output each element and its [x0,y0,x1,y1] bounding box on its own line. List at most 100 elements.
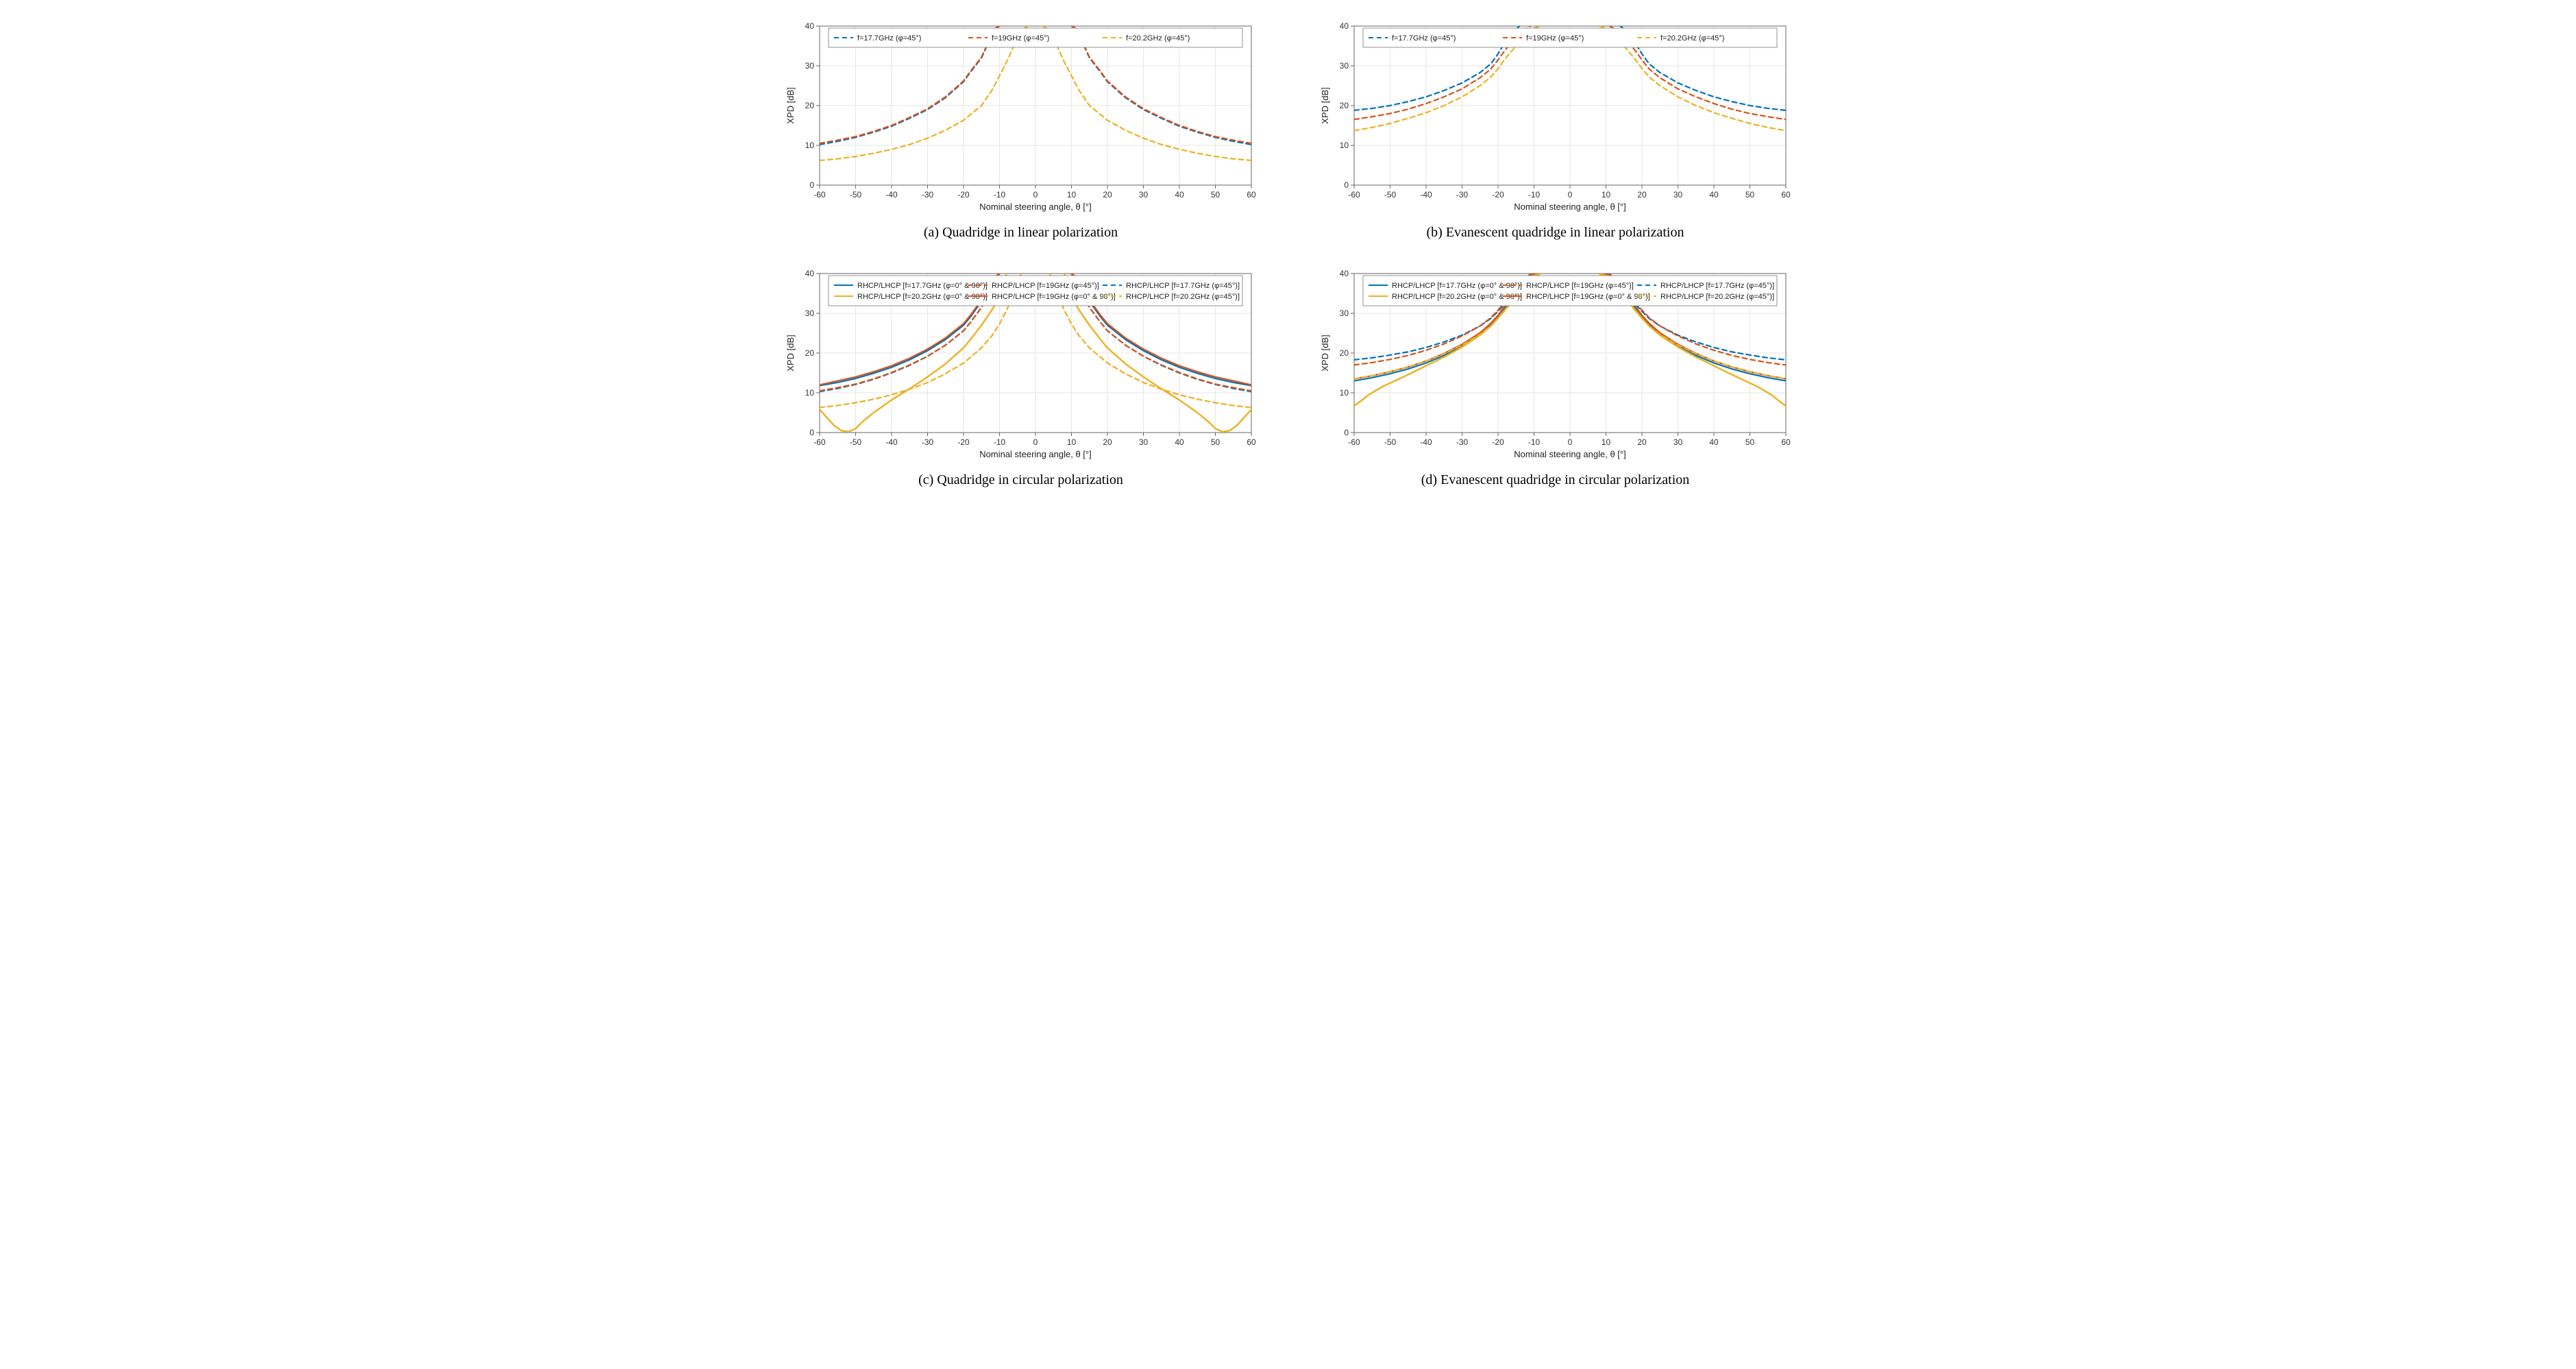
svg-text:Nominal steering angle, θ [°]: Nominal steering angle, θ [°] [979,202,1091,212]
svg-text:RHCP/LHCP [f=17.7GHz (φ=0° & 9: RHCP/LHCP [f=17.7GHz (φ=0° & 90°)] [857,282,988,290]
svg-text:0: 0 [1567,437,1572,447]
svg-text:10: 10 [1339,388,1349,398]
svg-text:40: 40 [1175,437,1184,447]
svg-text:-50: -50 [849,437,861,447]
svg-text:30: 30 [1673,437,1682,447]
svg-text:40: 40 [805,21,814,31]
svg-text:RHCP/LHCP [f=19GHz (φ=45°)]: RHCP/LHCP [f=19GHz (φ=45°)] [992,282,1099,290]
svg-text:10: 10 [1066,190,1076,199]
svg-text:RHCP/LHCP [f=17.7GHz (φ=45°)]: RHCP/LHCP [f=17.7GHz (φ=45°)] [1126,282,1240,290]
svg-text:RHCP/LHCP [f=20.2GHz (φ=45°)]: RHCP/LHCP [f=20.2GHz (φ=45°)] [1126,293,1240,301]
svg-text:0: 0 [1344,428,1349,437]
caption-d: (d) Evanescent quadridge in circular pol… [1421,472,1690,488]
svg-text:40: 40 [1175,190,1184,199]
svg-text:30: 30 [805,61,814,71]
svg-text:60: 60 [1781,437,1791,447]
svg-text:-60: -60 [813,190,826,199]
chart-grid: -60 -50 -40 -30 -20 -10 0 10 20 30 40 50 60 0 10 20 30 40… [774,14,1802,488]
svg-text:-30: -30 [921,437,933,447]
panel-c: -60 -50 -40 -30 -20 -10 0 10 20 30 40 50 60 0 10 20 30 40… [774,261,1268,488]
svg-text:10: 10 [1601,437,1610,447]
svg-text:XPD [dB]: XPD [dB] [785,335,796,371]
svg-text:20: 20 [805,348,814,358]
svg-text:40: 40 [1709,437,1719,447]
svg-text:f=20.2GHz (φ=45°): f=20.2GHz (φ=45°) [1660,34,1724,43]
svg-text:20: 20 [1637,190,1647,199]
svg-text:-60: -60 [813,437,826,447]
svg-text:-20: -20 [957,437,970,447]
svg-text:50: 50 [1210,437,1220,447]
svg-text:50: 50 [1745,190,1754,199]
caption-b: (b) Evanescent quadridge in linear polar… [1427,225,1684,241]
svg-text:10: 10 [1066,437,1076,447]
svg-text:RHCP/LHCP [f=19GHz (φ=0° & 90°: RHCP/LHCP [f=19GHz (φ=0° & 90°)] [1526,293,1650,301]
svg-text:RHCP/LHCP [f=17.7GHz (φ=0° & 9: RHCP/LHCP [f=17.7GHz (φ=0° & 90°)] [1392,282,1522,290]
svg-text:-50: -50 [1384,437,1396,447]
svg-text:RHCP/LHCP [f=19GHz (φ=45°)]: RHCP/LHCP [f=19GHz (φ=45°)] [1526,282,1634,290]
svg-text:-40: -40 [885,437,898,447]
svg-text:30: 30 [1339,308,1349,318]
svg-text:-20: -20 [1492,190,1504,199]
svg-text:60: 60 [1247,190,1256,199]
svg-text:30: 30 [1339,61,1349,71]
svg-text:-10: -10 [993,437,1005,447]
svg-text:-40: -40 [1420,437,1432,447]
svg-text:0: 0 [1567,190,1572,199]
svg-text:-10: -10 [1528,190,1540,199]
svg-text:40: 40 [1339,269,1349,278]
svg-text:Nominal steering angle, θ [°]: Nominal steering angle, θ [°] [979,449,1091,459]
svg-text:30: 30 [1138,437,1148,447]
svg-text:0: 0 [1033,437,1038,447]
panel-d: -60-50-40-30-20-100102030405060010203040… [1309,261,1802,488]
chart-d: -60-50-40-30-20-100102030405060010203040… [1316,261,1795,467]
svg-text:0: 0 [1033,190,1038,199]
svg-text:-30: -30 [1456,437,1468,447]
svg-text:20: 20 [1339,348,1349,358]
svg-text:30: 30 [805,308,814,318]
caption-c: (c) Quadridge in circular polarization [918,472,1123,488]
svg-text:f=17.7GHz (φ=45°): f=17.7GHz (φ=45°) [1392,34,1456,43]
svg-text:20: 20 [1339,101,1349,110]
caption-a: (a) Quadridge in linear polarization [924,225,1118,241]
svg-text:XPD [dB]: XPD [dB] [785,87,796,123]
svg-text:30: 30 [1138,190,1148,199]
chart-b: -60-50-40-30-20-100102030405060010203040… [1316,14,1795,219]
svg-text:f=19GHz (φ=45°): f=19GHz (φ=45°) [1526,34,1584,43]
svg-text:50: 50 [1745,437,1754,447]
svg-text:0: 0 [809,428,814,437]
svg-text:RHCP/LHCP [f=17.7GHz (φ=45°)]: RHCP/LHCP [f=17.7GHz (φ=45°)] [1660,282,1774,290]
svg-text:-60: -60 [1348,437,1360,447]
svg-text:20: 20 [1103,437,1112,447]
svg-text:Nominal steering angle, θ [°]: Nominal steering angle, θ [°] [1514,449,1626,459]
svg-text:40: 40 [1709,190,1719,199]
panel-b: -60-50-40-30-20-100102030405060010203040… [1309,14,1802,241]
svg-text:40: 40 [1339,21,1349,31]
svg-text:0: 0 [1344,180,1349,190]
svg-text:20: 20 [805,101,814,110]
svg-text:RHCP/LHCP [f=20.2GHz (φ=0° & 9: RHCP/LHCP [f=20.2GHz (φ=0° & 90°)] [857,293,988,301]
svg-text:-40: -40 [1420,190,1432,199]
svg-text:0: 0 [809,180,814,190]
svg-text:30: 30 [1673,190,1682,199]
svg-text:f=17.7GHz (φ=45°): f=17.7GHz (φ=45°) [857,34,921,43]
chart-c: -60 -50 -40 -30 -20 -10 0 10 20 30 40 50 60 0 10 20 30 40… [781,261,1261,467]
svg-text:-60: -60 [1348,190,1360,199]
svg-text:40: 40 [805,269,814,278]
svg-text:60: 60 [1247,437,1256,447]
svg-text:-10: -10 [1528,437,1540,447]
svg-text:RHCP/LHCP [f=20.2GHz (φ=0° & 9: RHCP/LHCP [f=20.2GHz (φ=0° & 90°)] [1392,293,1522,301]
chart-a: -60-50-40-30-20-100102030405060010203040… [781,14,1261,219]
svg-text:Nominal steering angle, θ [°]: Nominal steering angle, θ [°] [1514,202,1626,212]
svg-text:10: 10 [1601,190,1610,199]
svg-text:10: 10 [805,388,814,398]
svg-text:20: 20 [1637,437,1647,447]
svg-text:-20: -20 [957,190,970,199]
svg-text:f=19GHz (φ=45°): f=19GHz (φ=45°) [992,34,1049,43]
svg-text:RHCP/LHCP [f=20.2GHz (φ=45°)]: RHCP/LHCP [f=20.2GHz (φ=45°)] [1660,293,1774,301]
svg-text:-50: -50 [1384,190,1396,199]
svg-text:RHCP/LHCP [f=19GHz (φ=0° & 90°: RHCP/LHCP [f=19GHz (φ=0° & 90°)] [992,293,1116,301]
svg-text:50: 50 [1210,190,1220,199]
svg-text:XPD [dB]: XPD [dB] [1320,335,1330,371]
svg-text:-30: -30 [921,190,933,199]
panel-a: -60-50-40-30-20-100102030405060010203040… [774,14,1268,241]
